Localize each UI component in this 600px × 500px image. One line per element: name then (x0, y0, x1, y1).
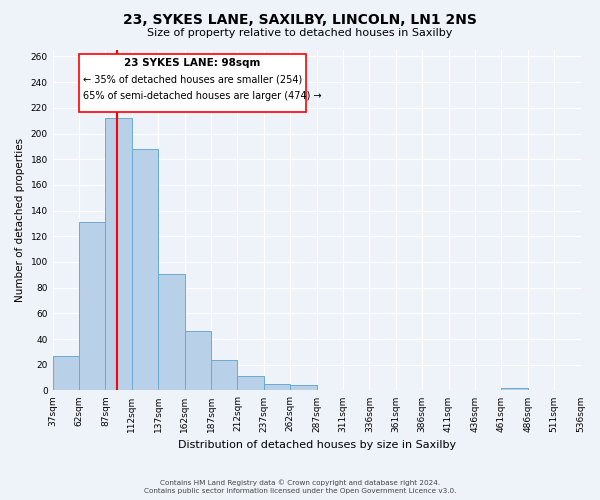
Bar (290, 386, 317, 390)
Bar (238, 376, 264, 390)
Text: 65% of semi-detached houses are larger (474) →: 65% of semi-detached houses are larger (… (83, 91, 322, 101)
X-axis label: Distribution of detached houses by size in Saxilby: Distribution of detached houses by size … (178, 440, 455, 450)
Bar (106, 118, 132, 390)
Bar (53, 356, 79, 390)
Text: Size of property relative to detached houses in Saxilby: Size of property relative to detached ho… (148, 28, 452, 38)
Text: 23 SYKES LANE: 98sqm: 23 SYKES LANE: 98sqm (124, 58, 261, 68)
Bar (264, 384, 290, 390)
Bar (502, 388, 528, 390)
Bar (211, 360, 238, 390)
Bar (185, 332, 211, 390)
Bar (132, 149, 158, 390)
Bar (158, 274, 185, 390)
Y-axis label: Number of detached properties: Number of detached properties (15, 138, 25, 302)
FancyBboxPatch shape (79, 54, 306, 112)
Bar (79, 222, 106, 390)
Text: ← 35% of detached houses are smaller (254): ← 35% of detached houses are smaller (25… (83, 74, 302, 85)
Text: 23, SYKES LANE, SAXILBY, LINCOLN, LN1 2NS: 23, SYKES LANE, SAXILBY, LINCOLN, LN1 2N… (123, 12, 477, 26)
Text: Contains HM Land Registry data © Crown copyright and database right 2024.
Contai: Contains HM Land Registry data © Crown c… (144, 479, 456, 494)
